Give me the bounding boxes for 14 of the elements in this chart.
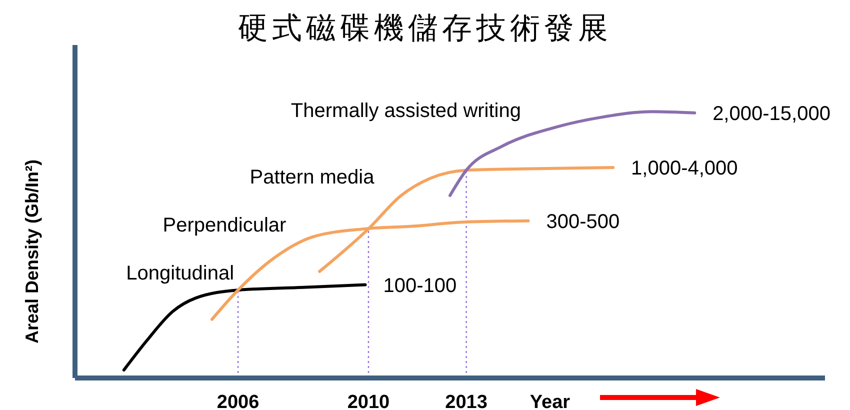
series-label: Perpendicular: [162, 214, 287, 236]
annotation: 100-100: [383, 274, 457, 297]
series-label: Thermally assisted writing: [290, 100, 521, 122]
series-label: Longitudinal: [126, 262, 234, 284]
annotation: 1,000-4,000: [631, 158, 738, 180]
annotation: 2,000-15,000: [712, 102, 830, 125]
annotation: 300-500: [546, 210, 620, 233]
chart-title: 硬式磁碟機儲存技術發展: [238, 11, 612, 46]
x-tick-label: 2010: [347, 392, 390, 410]
x-tick-label: 2006: [216, 392, 260, 410]
x-axis-title: Year: [530, 392, 571, 410]
series-label: Pattern media: [250, 166, 376, 189]
x-tick-label: 2013: [445, 392, 488, 410]
y-axis-title: Areal Density (Gb/In²): [22, 159, 42, 344]
